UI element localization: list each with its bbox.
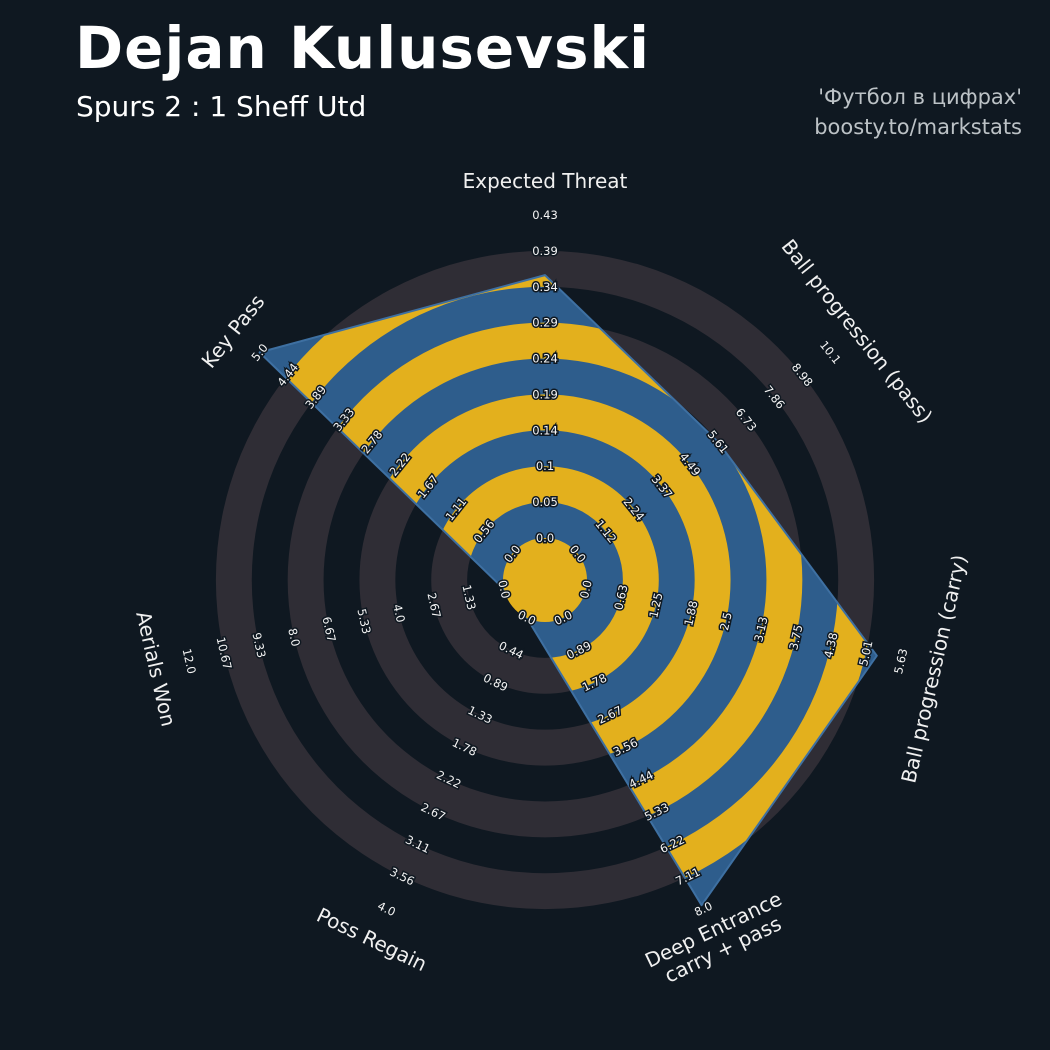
tick-label: 0.14 <box>532 423 558 437</box>
tick-label: 0.43 <box>532 208 558 222</box>
radar-outline <box>258 274 878 907</box>
tick-label: 0.05 <box>532 495 558 509</box>
tick-label: 4.0 <box>390 603 408 624</box>
tick-label: 8.0 <box>285 627 303 648</box>
tick-label: 0.34 <box>532 280 558 294</box>
tick-label: 0.0 <box>495 579 513 600</box>
axis-label: Expected Threat <box>463 169 628 193</box>
tick-label: 2.5 <box>717 611 735 632</box>
tick-label: 0.1 <box>536 459 554 473</box>
tick-label: 1.33 <box>459 583 478 611</box>
tick-label: 0.39 <box>532 244 558 258</box>
tick-label: 0.19 <box>532 387 558 401</box>
tick-label: 0.29 <box>532 316 558 330</box>
tick-label: 0.24 <box>532 352 558 366</box>
tick-label: 0.0 <box>577 579 595 600</box>
tick-label: 0.0 <box>536 531 554 545</box>
center-circle <box>503 538 587 622</box>
